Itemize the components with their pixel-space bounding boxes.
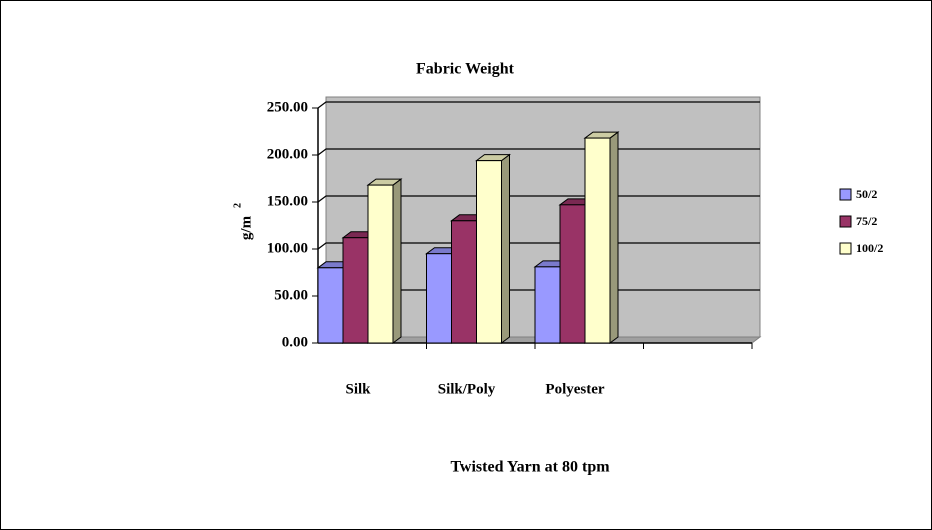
chart-title: Fabric Weight <box>416 61 515 78</box>
bar <box>476 160 502 344</box>
bar-side <box>392 178 402 344</box>
bar <box>534 266 561 344</box>
y-tick-label: 150.00 <box>267 193 308 209</box>
bar <box>559 204 586 344</box>
legend-swatch <box>839 188 852 201</box>
bar <box>426 253 452 344</box>
y-axis-title-text: g/m <box>238 215 254 240</box>
bar <box>451 220 477 344</box>
bar <box>317 267 344 344</box>
y-tick-label: 250.00 <box>267 99 308 115</box>
y-axis-title: g/m 2 <box>232 203 254 240</box>
bar-side <box>609 131 619 344</box>
legend-label: 50/2 <box>856 187 877 201</box>
y-tick-label: 200.00 <box>267 146 308 162</box>
legend-label: 100/2 <box>856 241 883 255</box>
bar-side <box>501 153 510 344</box>
bar <box>584 137 611 344</box>
x-tick-label: Silk <box>345 381 371 397</box>
y-tick-label: 50.00 <box>274 287 308 303</box>
y-tick-label: 100.00 <box>267 240 308 256</box>
x-axis-title: Twisted Yarn at 80 tpm <box>450 459 610 476</box>
legend-swatch <box>839 242 852 255</box>
bar <box>367 184 394 344</box>
legend-label: 75/2 <box>856 214 877 228</box>
grid-line <box>317 101 760 109</box>
x-tick-label: Silk/Poly <box>438 381 496 397</box>
x-tick-label: Polyester <box>545 381 604 397</box>
legend-swatch <box>839 215 852 228</box>
y-tick-label: 0.00 <box>282 334 308 350</box>
y-axis-title-sup: 2 <box>232 203 243 208</box>
bar <box>342 237 369 344</box>
